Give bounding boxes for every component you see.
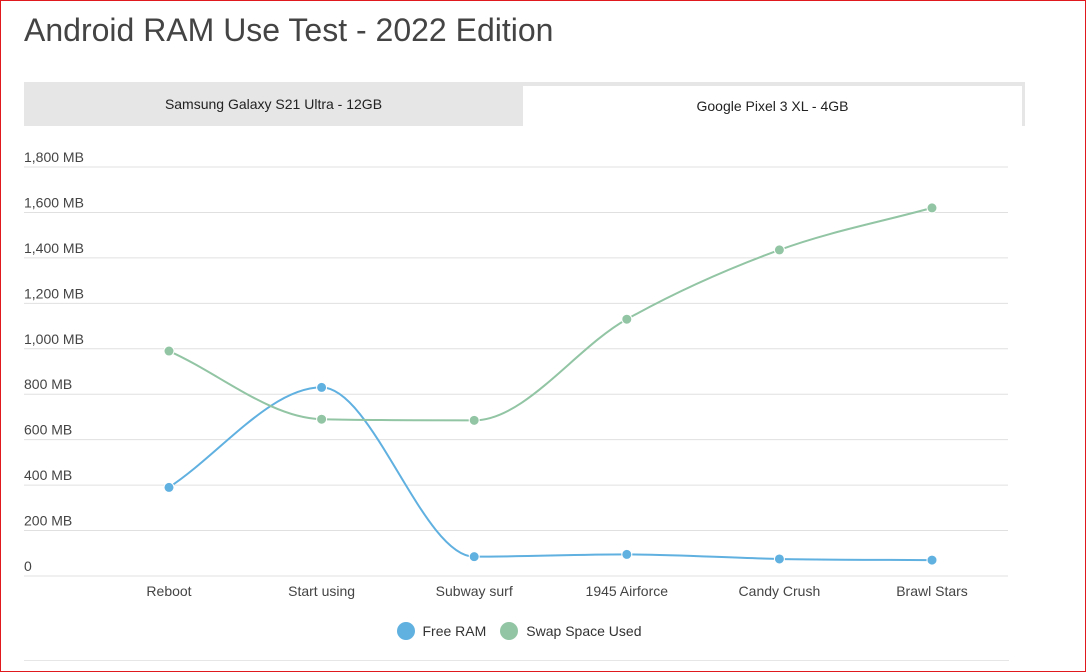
legend-swatch-swap-space-used — [500, 622, 519, 640]
x-tick-label: Reboot — [146, 583, 191, 599]
legend-swatch-free-ram — [396, 622, 415, 640]
tab-samsung-galaxy-s21-ultra[interactable]: Samsung Galaxy S21 Ultra - 12GB — [164, 96, 383, 112]
data-point-swap-space-used — [163, 345, 175, 357]
data-point-swap-space-used — [316, 413, 328, 425]
legend-item-free-ram[interactable]: Free RAM — [396, 622, 487, 640]
x-tick-label: 1945 Airforce — [586, 583, 669, 599]
legend-item-swap-space-used[interactable]: Swap Space Used — [500, 622, 641, 640]
page-title: Android RAM Use Test - 2022 Edition — [24, 12, 554, 48]
y-tick-label: 600 MB — [24, 422, 72, 438]
y-tick-label: 200 MB — [24, 513, 72, 529]
y-tick-label: 1,400 MB — [24, 240, 84, 256]
x-tick-label: Brawl Stars — [896, 583, 968, 599]
legend-label-free-ram: Free RAM — [422, 623, 487, 639]
series-line-swap-space-used — [168, 206, 933, 422]
ram-line-chart: 0 200 MB 400 MB 600 MB 800 MB 1,000 MB 1,200 M… — [24, 149, 1008, 599]
tab-google-pixel-3-xl[interactable]: Google Pixel 3 XL - 4GB — [523, 85, 1022, 126]
data-point-free-ram — [773, 553, 785, 565]
x-tick-label: Candy Crush — [739, 583, 821, 599]
x-tick-label: Start using — [288, 583, 355, 599]
y-tick-label: 800 MB — [24, 376, 72, 392]
data-point-free-ram — [468, 551, 480, 563]
device-tabs: Samsung Galaxy S21 Ultra - 12GB Google P… — [24, 82, 1025, 126]
y-tick-label: 1,600 MB — [24, 194, 84, 210]
y-tick-label: 1,200 MB — [24, 285, 84, 301]
y-tick-label: 0 — [24, 558, 32, 574]
chart-legend: Free RAM Swap Space Used — [0, 622, 1038, 640]
x-tick-label: Subway surf — [436, 583, 513, 599]
data-point-free-ram — [621, 548, 633, 560]
data-point-free-ram — [163, 481, 175, 493]
y-tick-label: 1,800 MB — [24, 149, 84, 165]
legend-label-swap-space-used: Swap Space Used — [526, 623, 642, 639]
data-point-swap-space-used — [926, 202, 938, 214]
data-point-swap-space-used — [773, 244, 785, 256]
data-point-swap-space-used — [468, 414, 480, 426]
data-point-free-ram — [316, 381, 328, 393]
y-tick-label: 1,000 MB — [24, 331, 84, 347]
bottom-divider — [24, 660, 1009, 661]
data-point-free-ram — [926, 554, 938, 566]
y-tick-label: 400 MB — [24, 467, 72, 483]
data-point-swap-space-used — [621, 313, 633, 325]
series-line-free-ram — [168, 386, 933, 562]
